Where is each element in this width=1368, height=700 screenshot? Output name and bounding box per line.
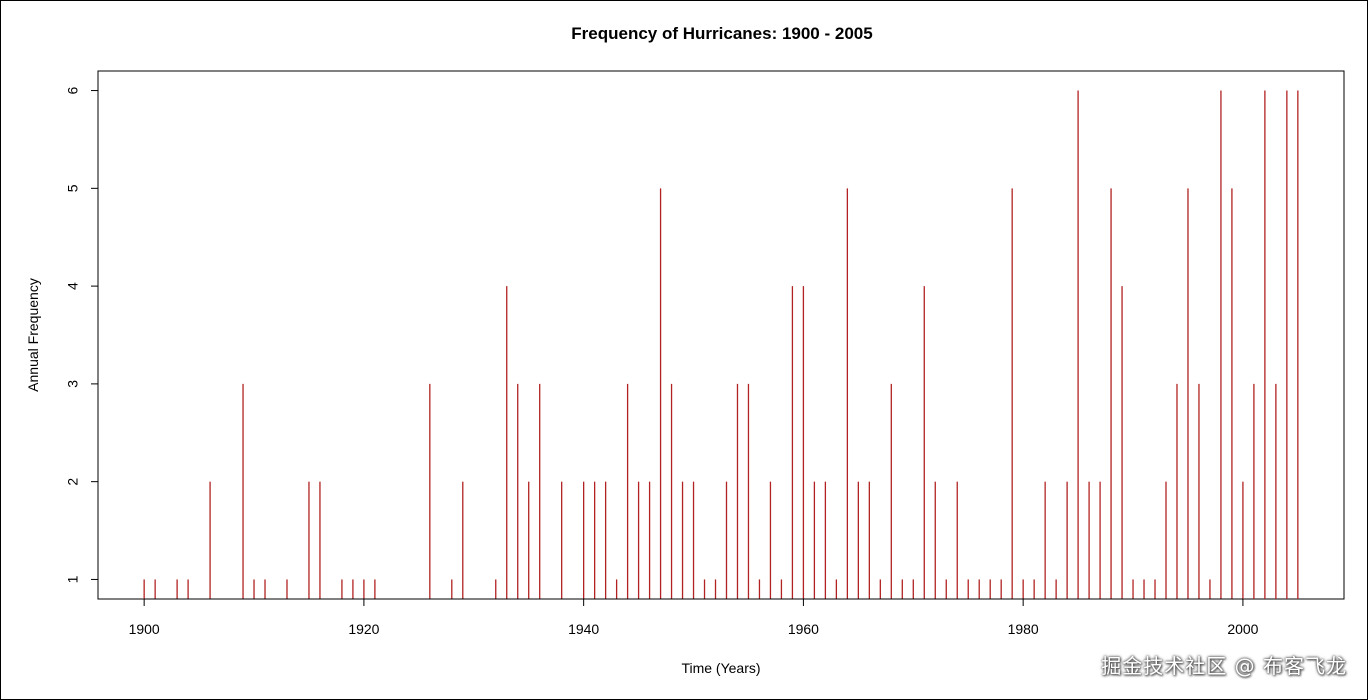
x-tick-label-1920: 1920 (348, 621, 379, 637)
y-tick-label-3: 3 (65, 380, 81, 388)
x-tick-label-1960: 1960 (788, 621, 819, 637)
y-tick-label-1: 1 (65, 575, 81, 583)
y-tick-label-5: 5 (65, 184, 81, 192)
y-tick-label-4: 4 (65, 282, 81, 290)
x-axis: 1900 1920 1940 1960 1980 2000 (129, 598, 1259, 637)
x-tick-label-1980: 1980 (1008, 621, 1039, 637)
y-tick-label-2: 2 (65, 478, 81, 486)
x-tick-label-2000: 2000 (1227, 621, 1258, 637)
bars-group (143, 90, 1299, 599)
y-axis: 1 2 3 4 5 6 (65, 86, 99, 583)
y-tick-label-6: 6 (65, 86, 81, 94)
x-tick-label-1900: 1900 (129, 621, 160, 637)
x-tick-label-1940: 1940 (568, 621, 599, 637)
plot-area-border (97, 70, 1345, 600)
chart-title: Frequency of Hurricanes: 1900 - 2005 (571, 24, 872, 43)
y-axis-label: Annual Frequency (25, 278, 41, 392)
x-axis-label: Time (Years) (681, 660, 760, 676)
watermark-text: 掘金技术社区 @ 布客飞龙 (1101, 654, 1347, 678)
